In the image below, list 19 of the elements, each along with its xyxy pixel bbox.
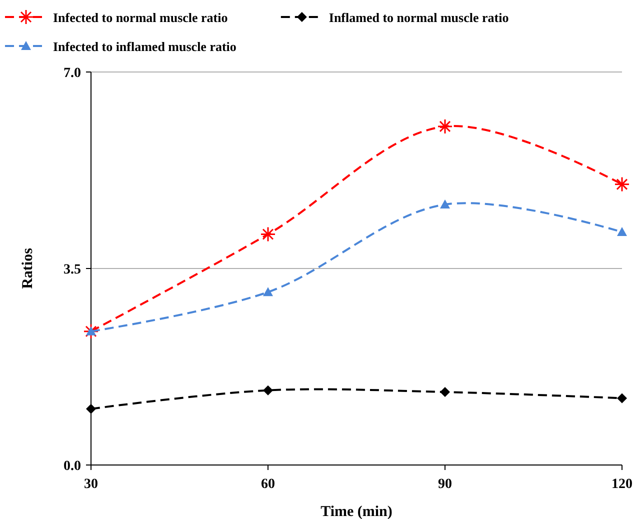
point bbox=[440, 199, 450, 208]
x-tick-label: 90 bbox=[438, 477, 452, 492]
x-tick-label: 60 bbox=[261, 477, 275, 492]
legend-label: Infected to inflamed muscle ratio bbox=[53, 39, 236, 54]
point bbox=[86, 404, 96, 414]
y-axis-title: Ratios bbox=[20, 248, 36, 289]
legend-label: Inflamed to normal muscle ratio bbox=[328, 10, 509, 25]
x-axis-title: Time (min) bbox=[320, 504, 392, 519]
point bbox=[440, 387, 450, 398]
x-tick-label: 30 bbox=[84, 477, 98, 492]
y-tick-label: 0.0 bbox=[64, 459, 81, 474]
point bbox=[263, 385, 273, 396]
point bbox=[617, 393, 627, 404]
point bbox=[263, 287, 273, 296]
point bbox=[617, 227, 627, 236]
legend-label: Infected to normal muscle ratio bbox=[53, 10, 228, 25]
y-tick-label: 7.0 bbox=[64, 66, 81, 81]
y-tick-label: 3.5 bbox=[64, 262, 81, 278]
x-tick-label: 120 bbox=[612, 477, 632, 492]
